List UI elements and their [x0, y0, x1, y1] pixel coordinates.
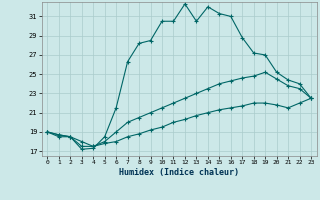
X-axis label: Humidex (Indice chaleur): Humidex (Indice chaleur) [119, 168, 239, 177]
